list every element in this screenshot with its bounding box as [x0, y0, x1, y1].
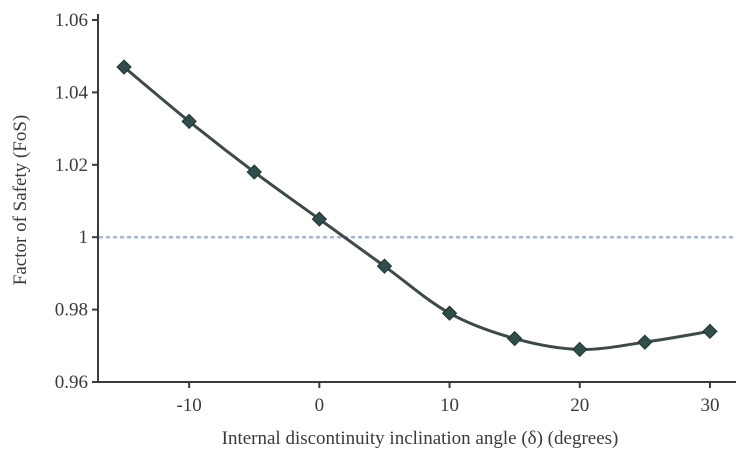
y-tick-label: 1.02	[55, 155, 88, 176]
y-tick-label: 0.96	[55, 372, 88, 393]
x-tick-label: 0	[315, 395, 325, 416]
axes: 0.96 0.98 1 1.02 1.04 1.06 -10 0 10 20 30	[55, 10, 736, 416]
data-point	[506, 330, 523, 347]
y-tick-label: 0.98	[55, 300, 88, 321]
x-tick-label: 30	[700, 395, 719, 416]
y-tick-label: 1.06	[55, 10, 88, 31]
data-point	[441, 305, 458, 321]
plot-area	[98, 59, 738, 358]
x-tick-label: 10	[440, 395, 459, 416]
data-point	[181, 113, 197, 130]
data-point	[572, 341, 588, 358]
y-tick-label: 1.04	[55, 82, 89, 103]
data-point	[246, 164, 262, 180]
data-point	[702, 323, 718, 340]
data-point	[637, 334, 653, 350]
data-point	[311, 211, 328, 227]
data-point	[376, 258, 393, 274]
x-tick-label: 20	[570, 395, 589, 416]
y-tick-label: 1	[79, 227, 89, 248]
series-line	[123, 65, 711, 351]
x-axis-title: Internal discontinuity inclination angle…	[222, 428, 619, 449]
y-axis-title: Factor of Safety (FoS)	[10, 115, 31, 285]
x-tick-label: -10	[176, 395, 201, 416]
data-point	[116, 59, 132, 75]
